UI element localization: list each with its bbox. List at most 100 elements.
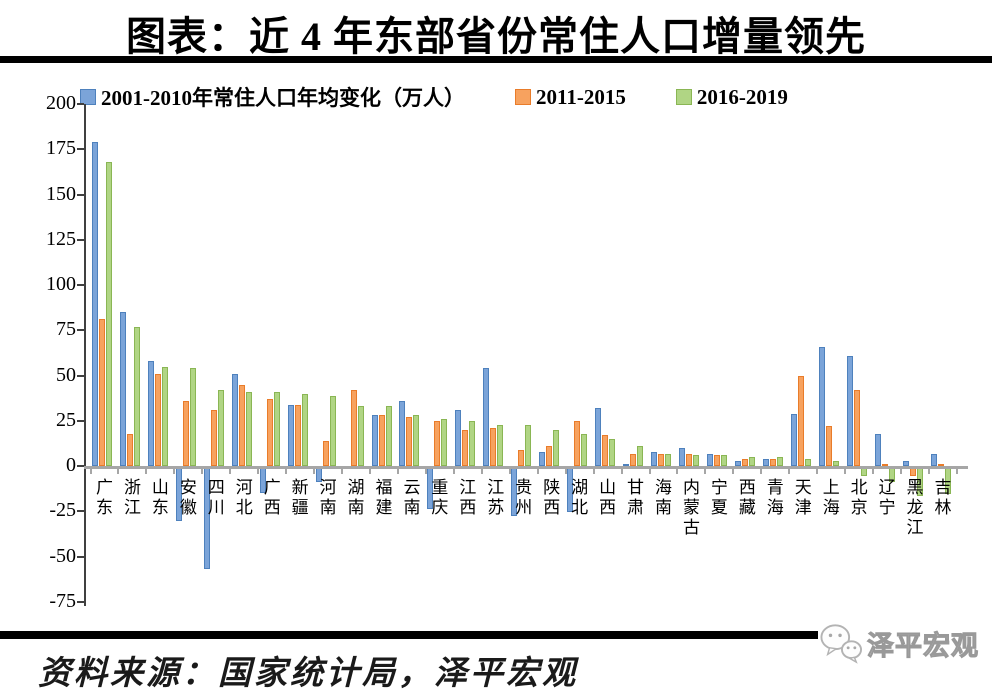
y-tick: [77, 510, 84, 513]
y-tick-label: -50: [49, 544, 76, 567]
x-axis-label: 甘肃: [624, 478, 644, 519]
bar: [651, 451, 657, 467]
x-axis-label: 黑龙江: [903, 478, 923, 539]
x-tick: [285, 468, 288, 475]
bar: [371, 415, 378, 467]
x-tick: [928, 468, 930, 475]
x-axis-label: 贵州: [512, 478, 532, 519]
bar: [350, 390, 357, 467]
bar: [539, 451, 546, 467]
x-tick: [648, 468, 651, 475]
bar: [930, 453, 937, 467]
y-tick: [77, 284, 84, 287]
x-tick: [816, 468, 819, 475]
x-axis-label: 内蒙古: [679, 478, 699, 539]
x-tick: [452, 468, 455, 475]
y-tick: [77, 193, 84, 196]
bar: [706, 453, 713, 467]
x-axis-label: 宁夏: [707, 478, 727, 519]
y-tick-label: 25: [56, 408, 76, 431]
y-tick-label: 175: [46, 137, 76, 160]
x-axis-line: [84, 465, 968, 469]
x-tick: [424, 468, 427, 475]
x-axis-label: 河北: [232, 478, 252, 519]
logo-text: 泽平宏观: [867, 630, 979, 661]
bar: [385, 406, 392, 467]
bar: [357, 406, 364, 467]
x-axis-label: 广东: [93, 478, 112, 519]
bar: [665, 453, 671, 467]
bar: [287, 404, 294, 467]
bar: [685, 453, 692, 467]
x-tick: [369, 468, 371, 475]
bar: [455, 410, 462, 467]
brand-logo: 泽平宏观: [818, 616, 992, 670]
bar: [769, 458, 776, 467]
x-axis-label: 西藏: [735, 478, 755, 519]
bar: [678, 448, 685, 467]
y-tick: [77, 238, 84, 241]
x-axis-label: 云南: [400, 478, 420, 519]
x-tick: [396, 468, 399, 475]
bar: [734, 460, 741, 467]
x-axis-label: 福建: [372, 478, 392, 519]
bar: [762, 458, 769, 467]
bar: [189, 368, 196, 467]
x-tick: [732, 468, 735, 475]
x-axis-label: 山西: [596, 478, 616, 519]
bar: [301, 393, 308, 467]
bar: [546, 446, 553, 467]
y-tick: [77, 465, 84, 468]
legend-item-2011-2015: 2011-2015: [515, 85, 626, 110]
x-tick: [788, 468, 791, 475]
bar: [776, 457, 783, 467]
y-tick: [77, 601, 84, 603]
y-tick-label: 50: [56, 363, 76, 386]
y-tick: [77, 374, 84, 377]
bar: [818, 346, 825, 467]
bar: [748, 457, 755, 467]
bar: [692, 455, 699, 467]
bar: [378, 415, 385, 467]
x-tick: [620, 468, 623, 475]
x-tick: [592, 468, 595, 475]
bar: [294, 404, 301, 467]
x-tick: [117, 468, 120, 475]
x-axis-label: 四川: [204, 478, 224, 519]
x-axis-label: 广西: [260, 478, 280, 519]
x-tick: [201, 468, 204, 475]
legend-label: 2001-2010年常住人口年均变化（万人）: [101, 86, 465, 110]
wechat-icon: [820, 624, 862, 664]
y-tick-label: -25: [49, 499, 76, 522]
bar: [497, 424, 504, 467]
x-tick: [145, 468, 148, 475]
y-tick-label: 100: [46, 273, 76, 296]
bar: [99, 319, 105, 467]
x-axis-label: 新疆: [288, 478, 308, 519]
y-tick-label: 150: [46, 182, 76, 205]
x-axis-label: 江苏: [484, 478, 504, 519]
bar: [483, 368, 490, 467]
bar: [399, 400, 406, 467]
x-axis-label: 海南: [652, 478, 671, 519]
bar: [518, 449, 525, 467]
bar: [182, 400, 189, 467]
source-text: 资料来源：国家统计局，泽平宏观: [38, 656, 578, 690]
bar: [161, 366, 168, 467]
bar: [245, 391, 252, 467]
bar: [133, 326, 140, 467]
bar: [741, 458, 748, 467]
y-tick: [77, 419, 84, 422]
y-tick: [77, 555, 84, 558]
bar: [147, 361, 154, 467]
bar: [853, 390, 860, 467]
y-tick-label: 200: [46, 92, 76, 114]
bar: [413, 415, 420, 467]
x-axis-label: 山东: [148, 478, 168, 519]
y-axis-line: [84, 104, 86, 606]
bar: [462, 429, 469, 467]
x-axis-label: 湖北: [568, 478, 588, 519]
x-axis-label: 重庆: [428, 478, 448, 519]
